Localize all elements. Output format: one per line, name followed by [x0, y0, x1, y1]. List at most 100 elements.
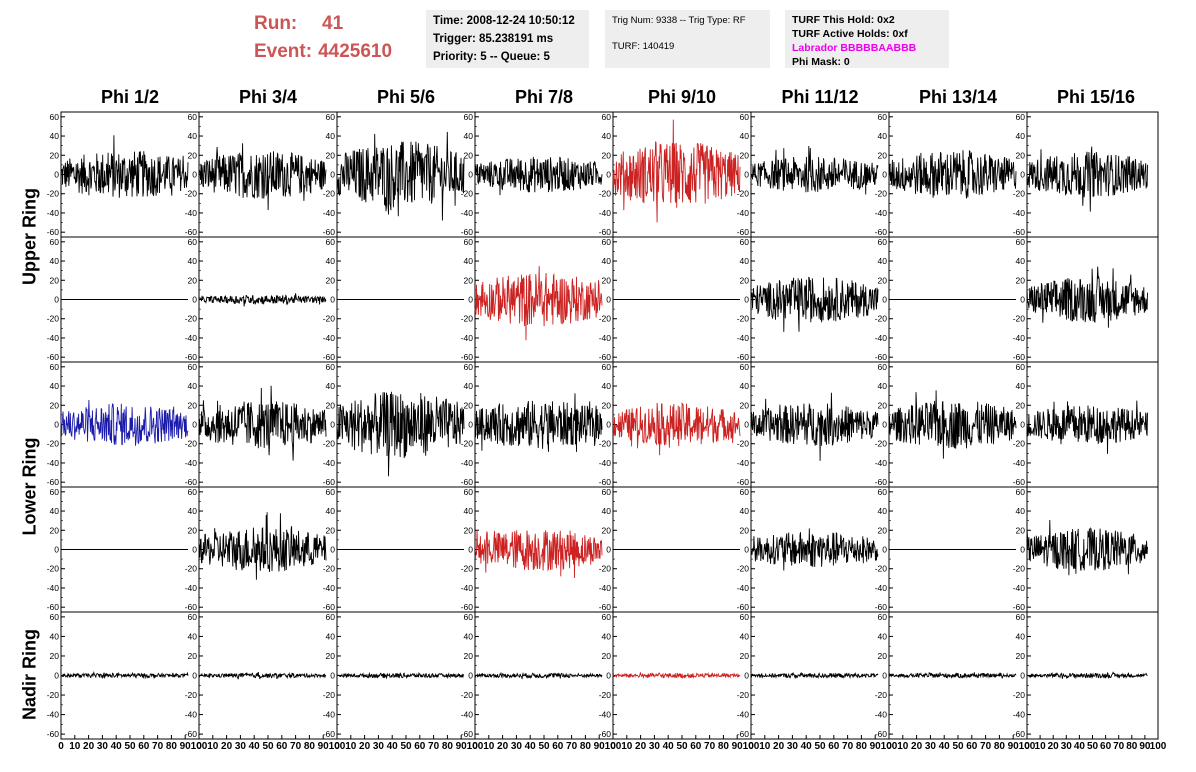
y-tick-label: 0 — [606, 295, 611, 305]
x-tick-label: 50 — [262, 741, 274, 752]
y-tick-label: -20 — [47, 439, 60, 449]
x-tick-label: 10 — [621, 741, 633, 752]
y-tick-label: 40 — [188, 256, 198, 266]
y-tick-label: 40 — [878, 381, 888, 391]
y-tick-label: 60 — [878, 612, 888, 622]
column-header: Phi 7/8 — [514, 87, 574, 107]
y-tick-label: 20 — [602, 400, 612, 410]
y-tick-label: -60 — [1013, 602, 1026, 612]
y-tick-label: 0 — [1020, 671, 1025, 681]
x-tick-label: 10 — [759, 741, 771, 752]
y-tick-label: 20 — [326, 525, 336, 535]
x-tick-label: 60 — [828, 741, 840, 752]
column-header: Phi 1/2 — [100, 87, 160, 107]
y-tick-label: 0 — [330, 671, 335, 681]
x-tick-label: 80 — [718, 741, 730, 752]
x-tick-label: 0 — [334, 741, 340, 752]
y-tick-label: 60 — [602, 237, 612, 247]
waveform-trace — [1026, 671, 1148, 680]
y-tick-label: 0 — [744, 295, 749, 305]
y-tick-label: 40 — [1016, 256, 1026, 266]
y-tick-label: 60 — [50, 237, 60, 247]
waveform-trace — [888, 671, 1017, 679]
y-tick-label: 0 — [54, 545, 59, 555]
x-tick-label: 90 — [318, 741, 330, 752]
x-tick-label: 40 — [249, 741, 261, 752]
y-tick-label: -20 — [599, 439, 612, 449]
y-tick-label: 40 — [188, 631, 198, 641]
y-tick-label: -20 — [875, 189, 888, 199]
x-tick-label: 80 — [580, 741, 592, 752]
time-line: Time: 2008-12-24 10:50:12 — [433, 15, 575, 27]
y-tick-label: -20 — [47, 564, 60, 574]
y-tick-label: 0 — [54, 671, 59, 681]
x-tick-label: 40 — [525, 741, 537, 752]
waveform-trace — [198, 512, 327, 580]
y-tick-label: 40 — [740, 631, 750, 641]
waveform-trace — [612, 119, 741, 223]
y-tick-label: 20 — [50, 275, 60, 285]
labrador-status: Labrador BBBBBAABBB — [792, 42, 917, 54]
x-tick-label: 100 — [467, 741, 484, 752]
y-tick-label: -60 — [737, 352, 750, 362]
y-tick-label: -60 — [461, 352, 474, 362]
y-tick-label: -60 — [185, 352, 198, 362]
x-tick-label: 90 — [1008, 741, 1020, 752]
waveform-trace — [474, 156, 603, 196]
y-tick-label: 0 — [192, 545, 197, 555]
y-tick-label: 20 — [188, 525, 198, 535]
waveform-trace — [750, 145, 879, 195]
y-tick-label: -60 — [323, 477, 336, 487]
event-label: Event: — [254, 41, 313, 62]
y-tick-label: 20 — [1016, 525, 1026, 535]
y-tick-label: 20 — [188, 275, 198, 285]
y-tick-label: 40 — [50, 256, 60, 266]
y-tick-label: 60 — [740, 612, 750, 622]
y-tick-label: -60 — [47, 227, 60, 237]
y-tick-label: 60 — [326, 487, 336, 497]
x-tick-label: 90 — [456, 741, 468, 752]
y-tick-label: 0 — [1020, 170, 1025, 180]
y-tick-label: 0 — [1020, 295, 1025, 305]
waveform-trace — [198, 293, 327, 307]
y-tick-label: -40 — [875, 208, 888, 218]
y-tick-label: -60 — [1013, 352, 1026, 362]
y-tick-label: -20 — [461, 564, 474, 574]
y-tick-label: -60 — [323, 352, 336, 362]
y-tick-label: -20 — [47, 189, 60, 199]
x-tick-label: 50 — [124, 741, 136, 752]
x-tick-label: 90 — [732, 741, 744, 752]
x-tick-label: 30 — [235, 741, 247, 752]
x-tick-label: 50 — [676, 741, 688, 752]
y-tick-label: 60 — [326, 112, 336, 122]
y-tick-label: 40 — [464, 256, 474, 266]
y-tick-label: -60 — [875, 352, 888, 362]
y-tick-label: 40 — [50, 631, 60, 641]
y-tick-label: 40 — [1016, 506, 1026, 516]
y-tick-label: -60 — [47, 352, 60, 362]
waveform-trace — [336, 131, 465, 221]
y-tick-label: 20 — [1016, 150, 1026, 160]
y-tick-label: 20 — [602, 150, 612, 160]
y-tick-label: 40 — [50, 381, 60, 391]
x-tick-label: 40 — [801, 741, 813, 752]
phi-mask: Phi Mask: 0 — [792, 56, 850, 68]
y-tick-label: -20 — [599, 690, 612, 700]
y-tick-label: 60 — [602, 487, 612, 497]
waveform-trace — [198, 143, 327, 211]
y-tick-label: -40 — [47, 208, 60, 218]
y-tick-label: 60 — [188, 362, 198, 372]
x-tick-label: 20 — [773, 741, 785, 752]
y-tick-label: -20 — [185, 189, 198, 199]
y-tick-label: 20 — [602, 275, 612, 285]
y-tick-label: -40 — [875, 333, 888, 343]
y-tick-label: -40 — [875, 583, 888, 593]
y-tick-label: -60 — [599, 729, 612, 739]
y-tick-label: 20 — [878, 400, 888, 410]
y-tick-label: 40 — [602, 381, 612, 391]
y-tick-label: 60 — [1016, 487, 1026, 497]
x-tick-label: 40 — [111, 741, 123, 752]
x-tick-label: 20 — [221, 741, 233, 752]
y-tick-label: 60 — [464, 362, 474, 372]
